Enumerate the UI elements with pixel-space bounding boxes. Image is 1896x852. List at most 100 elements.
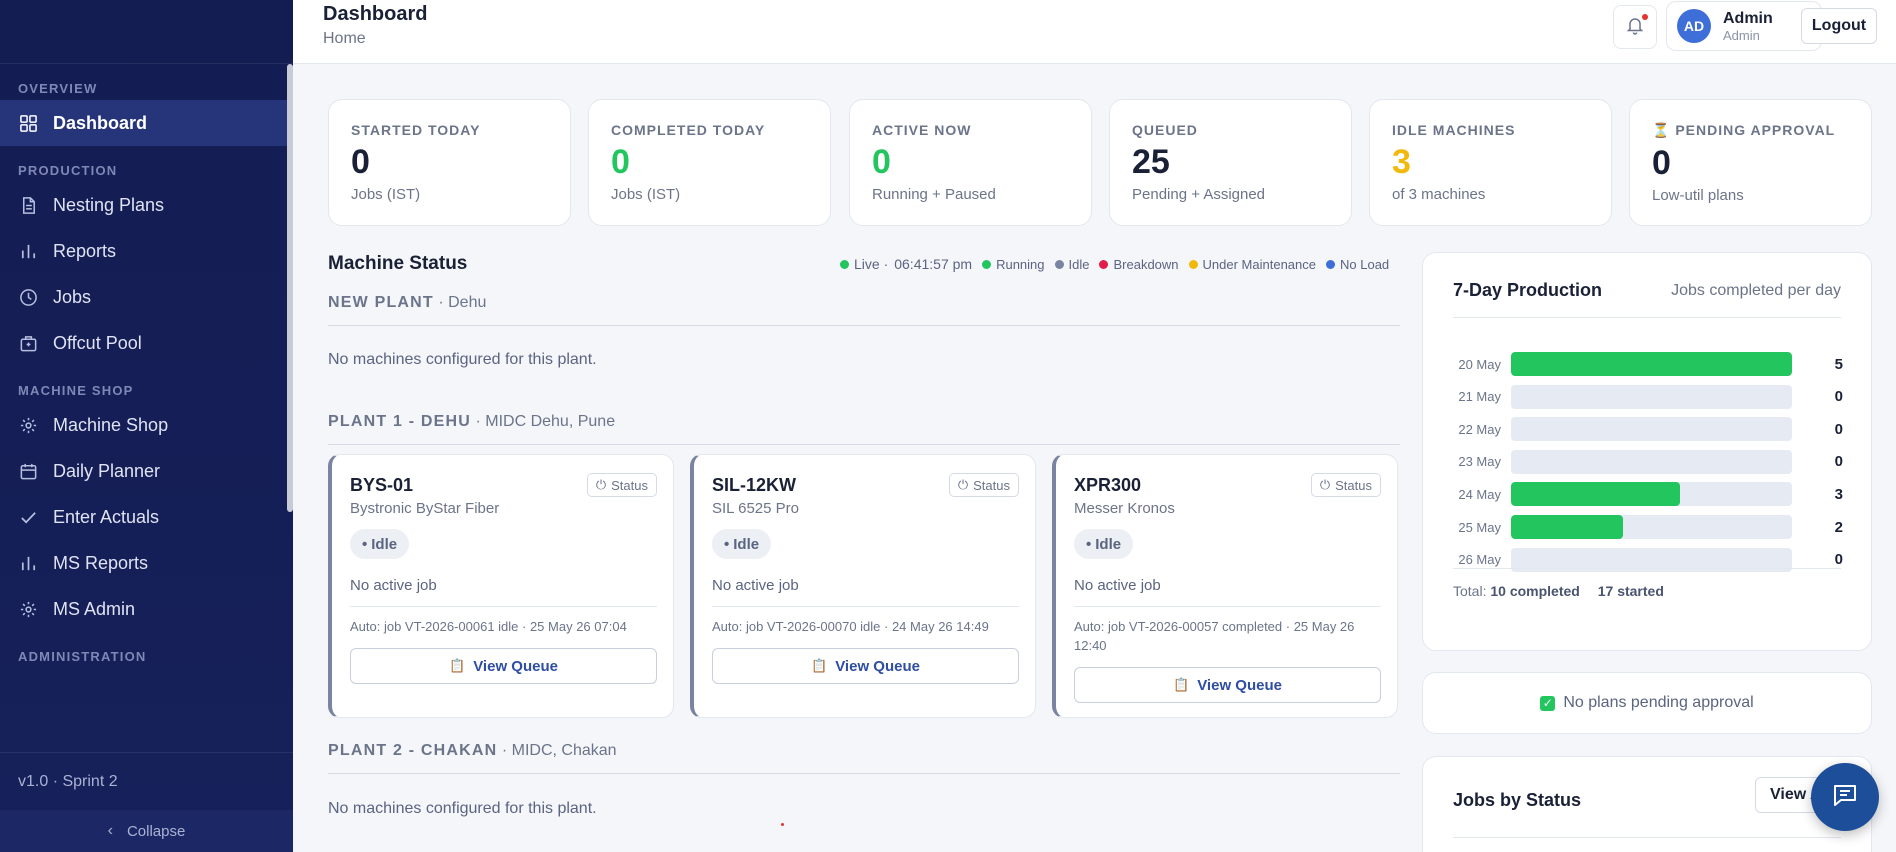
- clipboard-icon: 📋: [1173, 677, 1190, 692]
- legend-dot: [1326, 259, 1335, 269]
- machine-name: XPR300: [1074, 475, 1142, 495]
- auto-status-text: Auto: job VT-2026-00061 idle · 25 May 26…: [350, 619, 627, 634]
- kpi-value: 0: [872, 143, 891, 181]
- sidebar-item-reports[interactable]: Reports: [0, 228, 293, 274]
- sidebar-item-dashboard[interactable]: Dashboard: [0, 100, 293, 146]
- machine-status-button[interactable]: ⏻ Status: [586, 473, 657, 497]
- check-icon: [18, 507, 38, 527]
- legend-label: Breakdown: [1113, 256, 1179, 272]
- machine-model: SIL 6525 Pro: [712, 500, 800, 517]
- kpi-value: 0: [1652, 144, 1671, 182]
- sidebar-item-ms-admin[interactable]: MS Admin: [0, 586, 293, 632]
- view-queue-button[interactable]: 📋 View Queue: [1074, 667, 1381, 703]
- sidebar-item-label: MS Reports: [53, 552, 149, 573]
- notifications-button[interactable]: [1613, 5, 1657, 49]
- approval-text: No plans pending approval: [1563, 694, 1754, 711]
- sidebar-item-machine-shop[interactable]: Machine Shop: [0, 402, 293, 448]
- kpi-value: 0: [611, 143, 630, 181]
- user-menu[interactable]: AD Admin Admin: [1666, 1, 1822, 51]
- status-button-label: Status: [973, 477, 1010, 493]
- plant-header-new-plant: NEW PLANT · Dehu: [328, 294, 1400, 326]
- status-badge: • Idle: [350, 529, 410, 559]
- bell-icon: [1625, 15, 1645, 40]
- bar-row: 23 May 0: [1453, 449, 1843, 474]
- view-queue-label: View Queue: [1197, 676, 1282, 694]
- chat-button[interactable]: [1811, 763, 1879, 831]
- view-queue-button[interactable]: 📋 View Queue: [350, 648, 657, 684]
- sidebar-item-nesting-plans[interactable]: Nesting Plans: [0, 182, 293, 228]
- bar-value-label: 0: [1834, 388, 1843, 406]
- legend-item-breakdown: Breakdown: [1099, 256, 1179, 272]
- nav-section-overview: OVERVIEW: [18, 81, 98, 96]
- kpi-sub: Low-util plans: [1652, 187, 1744, 204]
- auto-status-text: Auto: job VT-2026-00057 completed · 25 M…: [1074, 619, 1355, 653]
- sidebar-item-label: MS Admin: [53, 598, 136, 619]
- bar-track: [1511, 515, 1792, 539]
- notification-dot: [1642, 14, 1648, 20]
- machine-card-bys-01: BYS-01 Bystronic ByStar Fiber ⏻ Status • I…: [328, 454, 674, 718]
- divider: [1453, 317, 1841, 318]
- grid-icon: [18, 113, 38, 133]
- clipboard-icon: 📋: [811, 658, 828, 673]
- legend-dot: [1054, 259, 1064, 269]
- bar-row: 22 May 0: [1453, 417, 1843, 442]
- avatar: AD: [1677, 9, 1711, 43]
- legend-label: No Load: [1340, 256, 1390, 272]
- machine-status-button[interactable]: ⏻ Status: [1310, 473, 1381, 497]
- machine-name: SIL-12KW: [712, 475, 797, 495]
- calendar-icon: [18, 461, 38, 481]
- kpi-sub: Jobs (IST): [351, 186, 421, 203]
- sidebar-item-label: Reports: [53, 240, 117, 261]
- sidebar-item-label: Machine Shop: [53, 414, 169, 435]
- kpi-label: COMPLETED TODAY: [611, 122, 766, 138]
- collapse-button[interactable]: ‹ Collapse: [0, 810, 293, 852]
- production-totals: Total: 10 completed 17 started: [1453, 568, 1841, 599]
- nav-section-administration: ADMINISTRATION: [18, 649, 147, 664]
- sidebar-item-ms-reports[interactable]: MS Reports: [0, 540, 293, 586]
- auto-status-text: Auto: job VT-2026-00070 idle · 24 May 26…: [712, 619, 989, 634]
- sidebar-item-daily-planner[interactable]: Daily Planner: [0, 448, 293, 494]
- bar-date-label: 25 May: [1458, 519, 1501, 535]
- logout-button[interactable]: Logout: [1801, 8, 1877, 44]
- bar-row: 25 May 2: [1453, 515, 1843, 539]
- kpi-card-queued: QUEUED 25 Pending + Assigned: [1109, 99, 1352, 226]
- nav-section-machine-shop: MACHINE SHOP: [18, 383, 134, 398]
- sidebar-item-offcut-pool[interactable]: Offcut Pool: [0, 320, 293, 366]
- bar-value-label: 0: [1834, 453, 1843, 471]
- machine-status-button[interactable]: ⏻ Status: [948, 473, 1019, 497]
- view-queue-label: View Queue: [835, 657, 920, 675]
- jobs-by-status-title: Jobs by Status: [1453, 790, 1582, 810]
- kpi-label: QUEUED: [1132, 122, 1198, 138]
- view-queue-button[interactable]: 📋 View Queue: [712, 648, 1019, 684]
- sidebar-item-label: Offcut Pool: [53, 332, 142, 353]
- production-panel: 7-Day Production Jobs completed per day …: [1422, 252, 1872, 651]
- bar-value-label: 2: [1834, 518, 1843, 536]
- kpi-sub: Running + Paused: [872, 186, 996, 203]
- kpi-card-started-today: STARTED TODAY 0 Jobs (IST): [328, 99, 571, 226]
- kpi-sub: Pending + Assigned: [1132, 186, 1266, 203]
- live-indicator: Live · 06:41:57 pm: [840, 256, 972, 272]
- sidebar: OVERVIEW Dashboard PRODUCTION Nesting Pl…: [0, 0, 293, 852]
- status-badge: • Idle: [712, 529, 772, 559]
- kpi-sub: of 3 machines: [1392, 186, 1486, 203]
- bar-date-label: 23 May: [1458, 454, 1501, 470]
- bar-row: 26 May 0: [1453, 547, 1843, 572]
- breadcrumb[interactable]: Home: [323, 30, 366, 47]
- plant-location: · Dehu: [433, 294, 487, 311]
- cursor-dot: [781, 823, 784, 826]
- nav-section-production: PRODUCTION: [18, 163, 118, 178]
- sidebar-item-label: Daily Planner: [53, 460, 161, 481]
- sidebar-item-jobs[interactable]: Jobs: [0, 274, 293, 320]
- jobs-by-status-panel: Jobs by Status View All: [1422, 756, 1872, 852]
- bar-track: [1511, 417, 1792, 442]
- sidebar-scrollbar[interactable]: [287, 64, 293, 512]
- total-completed: 10 completed: [1490, 583, 1580, 599]
- legend-item-running: Running: [982, 257, 1045, 272]
- bar-track: [1511, 352, 1792, 376]
- active-job-text: No active job: [712, 577, 1019, 607]
- status-button-label: Status: [1335, 477, 1372, 493]
- machine-status-legend: Live · 06:41:57 pm Running Idle Breakdow…: [840, 256, 1389, 272]
- plant-location: · MIDC Dehu, Pune: [471, 413, 616, 430]
- gear-icon: [18, 415, 38, 435]
- sidebar-item-enter-actuals[interactable]: Enter Actuals: [0, 494, 293, 540]
